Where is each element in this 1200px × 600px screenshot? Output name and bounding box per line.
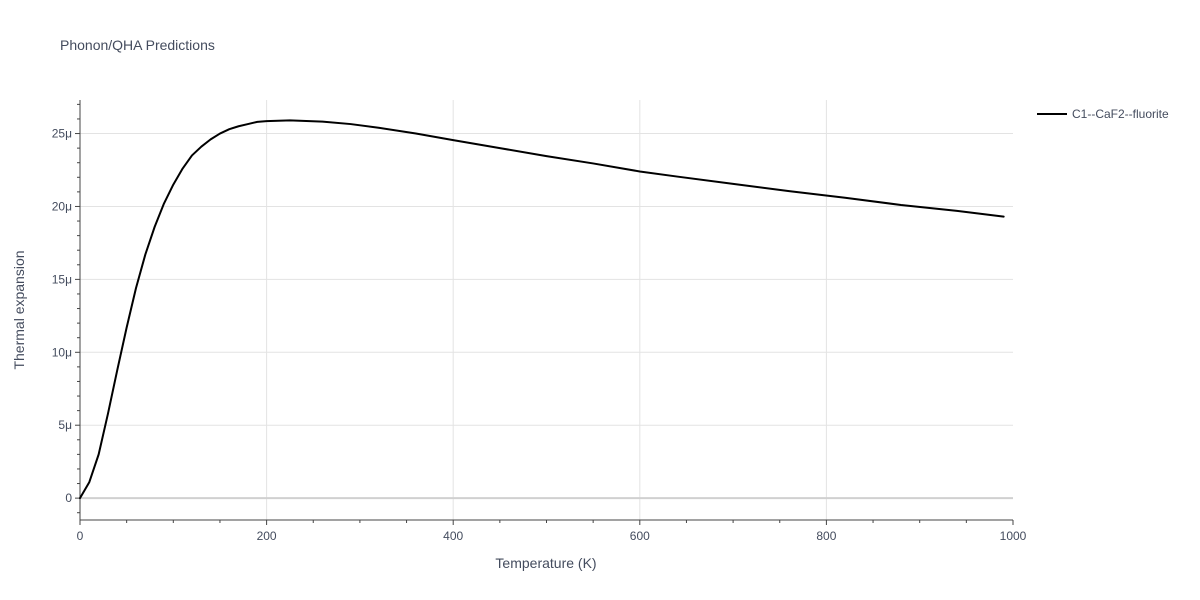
series-line (79, 119, 1005, 500)
x-tick-label: 800 (816, 529, 836, 543)
y-axis-title: Thermal expansion (11, 250, 27, 369)
y-tick-label: 20μ (52, 199, 72, 213)
chart-title: Phonon/QHA Predictions (60, 37, 215, 53)
y-tick-label: 15μ (52, 272, 72, 286)
tick-labels: 0 200 400 600 800 1000 0 5μ 10μ 15μ 20μ 25μ (52, 127, 1027, 543)
y-tick-label: 0 (65, 491, 72, 505)
x-tick-label: 600 (630, 529, 650, 543)
gridlines (80, 100, 1013, 520)
x-tick-label: 200 (257, 529, 277, 543)
series-layer (79, 119, 1005, 500)
y-tick-label: 25μ (52, 127, 72, 141)
x-tick-label: 0 (77, 529, 84, 543)
legend-label: C1--CaF2--fluorite (1072, 107, 1169, 121)
x-tick-label: 400 (443, 529, 463, 543)
y-tick-label: 5μ (58, 418, 72, 432)
x-tick-label: 1000 (1000, 529, 1027, 543)
legend[interactable]: C1--CaF2--fluorite (1037, 107, 1169, 121)
x-axis-title: Temperature (K) (495, 555, 596, 571)
axes (75, 100, 1014, 525)
y-tick-label: 10μ (52, 345, 72, 359)
